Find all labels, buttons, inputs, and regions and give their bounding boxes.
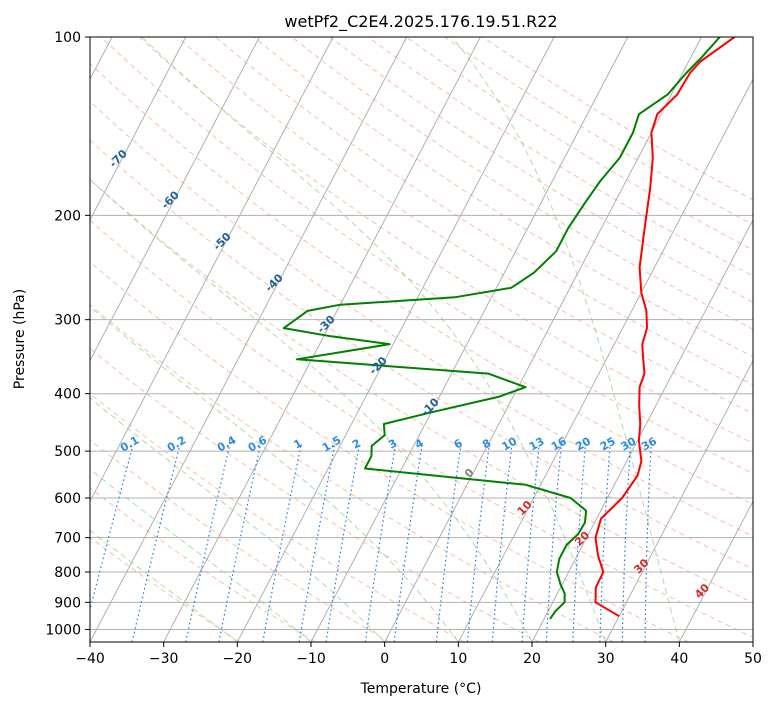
dry-adiabat-line (215, 37, 753, 386)
mixing-ratio-line (298, 445, 336, 642)
isotherm-temperature-label: -90 (3, 64, 26, 87)
dry-adiabat-line (138, 37, 753, 444)
mixing-ratio-line (185, 445, 231, 642)
dry-adiabat-line (90, 303, 614, 642)
dry-adiabat-line (90, 179, 753, 604)
isotherm-line (752, 640, 753, 642)
isotherm-line (236, 37, 555, 642)
mixing-ratio-line (218, 445, 261, 642)
x-tick-label: 30 (597, 651, 615, 667)
y-tick-label: 800 (54, 565, 81, 581)
isotherm-line (384, 37, 702, 642)
isotherm-temperature-label: -80 (55, 105, 78, 128)
y-tick-label: 500 (54, 444, 81, 460)
moist-adiabat-line (90, 468, 312, 642)
dry-adiabat-line (90, 439, 390, 642)
dry-adiabat-line (291, 37, 753, 330)
x-tick-label: −40 (75, 651, 105, 667)
y-tick-label: 1000 (45, 622, 81, 638)
dry-adiabat-line (90, 392, 465, 642)
mixing-ratio-line (131, 445, 181, 642)
isotherm-line (531, 218, 753, 642)
y-axis-label: Pressure (hPa) (12, 289, 28, 389)
series-layer (282, 37, 736, 620)
moist-adiabat-line (90, 178, 533, 642)
moist-adiabat-line (90, 306, 459, 642)
x-tick-label: 20 (523, 651, 541, 667)
x-axis-label: Temperature (°C) (360, 681, 482, 697)
x-tick-label: −30 (149, 651, 179, 667)
isotherm-line (90, 37, 334, 503)
axes-layer: −40 −30 −20 −10 0 10 20 30 40 50 100 200 300 400 500 60… (45, 30, 762, 667)
grid-layer (90, 37, 753, 642)
dry-adiabat-line (90, 536, 241, 642)
x-tick-label: 10 (449, 651, 467, 667)
y-tick-label: 900 (54, 595, 81, 611)
dry-adiabat-line (90, 100, 753, 537)
x-tick-label: −20 (223, 651, 253, 667)
y-tick-label: 400 (54, 387, 81, 403)
dry-adiabat-line (90, 62, 753, 506)
mixing-ratio-line (262, 445, 302, 642)
plot-frame (89, 36, 754, 643)
x-tick-label: 40 (670, 651, 688, 667)
x-tick-label: 50 (744, 651, 762, 667)
isotherm-line (90, 37, 187, 221)
dewpoint-profile-line (282, 37, 721, 620)
isotherm-line (163, 37, 481, 642)
mixing-ratio-line (325, 445, 360, 642)
isotherm-line (90, 37, 408, 642)
temperature-profile-line (594, 37, 736, 618)
isotherm-line (457, 78, 753, 642)
mixing-ratio-line (90, 445, 134, 613)
y-tick-label: 100 (54, 30, 81, 46)
isotherm-line (605, 359, 753, 642)
isotherm-line (310, 37, 629, 642)
x-tick-label: −10 (296, 651, 326, 667)
moist-adiabat-line (90, 397, 386, 642)
chart-title: wetPf2_C2E4.2025.176.19.51.R22 (284, 12, 557, 32)
dry-adiabat-line (90, 139, 753, 570)
y-tick-label: 600 (54, 491, 81, 507)
moist-adiabat-line (141, 37, 607, 642)
y-tick-label: 300 (54, 313, 81, 329)
isotherm-line (90, 37, 260, 362)
isotherm-line (678, 500, 753, 642)
x-tick-label: 0 (380, 651, 389, 667)
moist-adiabat-line (451, 37, 680, 642)
dry-adiabat-line (90, 261, 689, 642)
y-tick-label: 200 (54, 208, 81, 224)
y-tick-label: 700 (54, 531, 81, 547)
